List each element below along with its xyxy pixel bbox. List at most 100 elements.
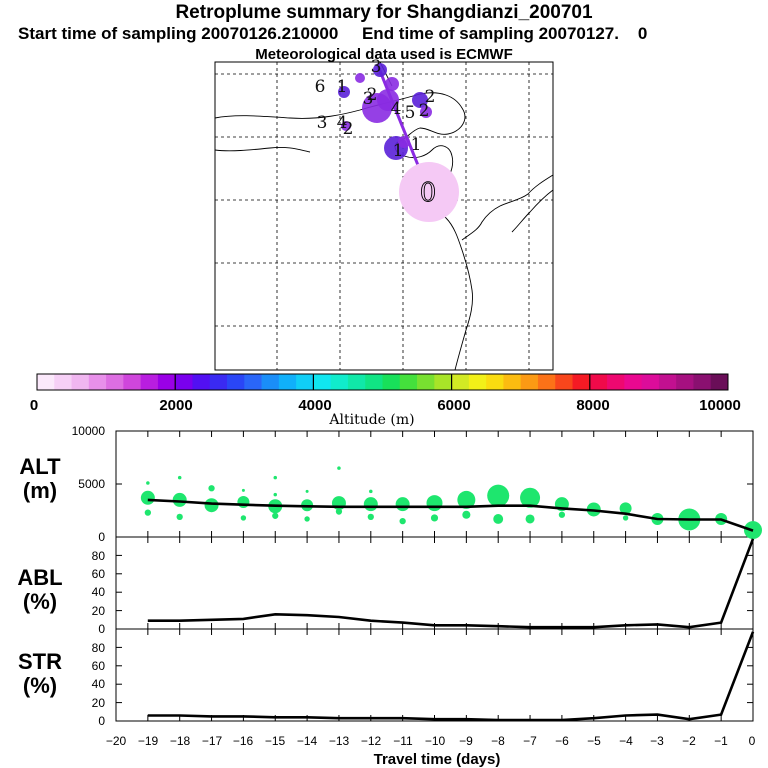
- alt-cluster-dot: [237, 496, 250, 509]
- x-tick-label: −14: [297, 734, 318, 748]
- str-panel-frame: [115, 628, 754, 722]
- x-tick-label: −12: [361, 734, 382, 748]
- str-ytick: 40: [92, 677, 106, 691]
- cluster-blob: [341, 121, 351, 131]
- abl-series-line: [147, 538, 755, 629]
- colorbar-swatch: [417, 374, 435, 390]
- colorbar-swatch: [37, 374, 55, 390]
- colorbar-swatch: [278, 374, 297, 390]
- str-label-line2: (%): [22, 673, 58, 698]
- colorbar-swatch: [572, 374, 591, 390]
- alt-cluster-dot: [140, 490, 155, 505]
- alt-ytick: 10000: [72, 424, 106, 438]
- sampling-end: End time of sampling 20070127.: [361, 24, 619, 43]
- alt-cluster-dot: [525, 514, 535, 524]
- str-panel-label: STR (%): [0, 650, 80, 698]
- colorbar-swatch: [693, 374, 712, 390]
- cluster-blob: [385, 77, 399, 91]
- cluster-blob: [420, 106, 432, 118]
- trajectory-map: 0 123 4 56 13 4 232 21: [214, 57, 554, 371]
- alt-cluster-dot: [305, 489, 309, 493]
- alt-cluster-dot: [399, 517, 406, 525]
- colorbar-swatch: [624, 374, 643, 390]
- map-frame: [214, 61, 554, 371]
- alt-cluster-dot: [273, 475, 277, 480]
- x-tick-label: −1: [714, 734, 728, 748]
- colorbar-swatch: [658, 374, 677, 390]
- cluster-markers: 123 4 56 13 4 232 21: [315, 57, 436, 161]
- colorbar-tick: 8000: [576, 397, 609, 414]
- cluster-blob: [398, 136, 410, 148]
- alt-cluster-dots: [140, 466, 762, 540]
- str-ytick: 20: [92, 696, 106, 710]
- colorbar-swatch: [468, 374, 487, 390]
- colorbar-swatch: [486, 374, 504, 390]
- x-tick-label: −13: [329, 734, 350, 748]
- colorbar-swatch: [676, 374, 694, 390]
- alt-cluster-dot: [462, 510, 471, 519]
- colorbar-swatch: [140, 374, 159, 390]
- colorbar-swatch: [227, 374, 245, 390]
- alt-cluster-dot: [272, 512, 279, 519]
- colorbar-tick: 6000: [437, 397, 470, 414]
- y-tick-labels: 10000 5000 0 80 60 40 20 0 80 60 40 20 0: [72, 424, 106, 728]
- colorbar-swatch: [399, 374, 418, 390]
- colorbar-swatch: [296, 374, 314, 390]
- colorbar-tick: 2000: [159, 397, 192, 414]
- cluster-label: 3: [317, 113, 328, 133]
- alt-cluster-dot: [240, 515, 247, 521]
- alt-cluster-dot: [172, 492, 187, 507]
- colorbar-swatch: [330, 374, 349, 390]
- colorbar-swatch: [123, 374, 142, 390]
- cluster-blob: [377, 89, 399, 111]
- alt-cluster-dot: [369, 489, 373, 494]
- alt-cluster-dot: [558, 511, 566, 518]
- colorbar-tick: 10000: [699, 397, 741, 414]
- cluster-label: 3: [363, 89, 374, 109]
- alt-label-line1: ALT: [19, 454, 61, 479]
- colorbar-frame: [36, 373, 729, 391]
- str-ytick: 0: [98, 714, 105, 728]
- colorbar-swatch: [555, 374, 573, 390]
- colorbar-swatch: [589, 374, 608, 390]
- alt-panel-label: ALT (m): [0, 455, 80, 503]
- alt-cluster-dot: [204, 498, 219, 513]
- x-tick-label: −20: [106, 734, 127, 748]
- alt-cluster-dot: [363, 497, 378, 512]
- colorbar-swatch: [244, 374, 262, 390]
- abl-ytick: 60: [92, 567, 106, 581]
- x-tick-label: −8: [491, 734, 505, 748]
- cluster-blob: [412, 92, 428, 108]
- colorbar-swatch: [710, 374, 729, 390]
- x-tick-label: −10: [425, 734, 446, 748]
- altitude-colorbar: [36, 373, 729, 391]
- cluster-label: 1: [393, 141, 404, 161]
- colorbar-swatch: [71, 374, 90, 390]
- colorbar-swatch: [192, 374, 211, 390]
- colorbar-swatch: [365, 374, 383, 390]
- cluster-blob: [355, 73, 365, 83]
- colorbar-tick: 4000: [298, 397, 331, 414]
- alt-cluster-dot: [426, 495, 443, 512]
- cluster-label: 1: [337, 77, 348, 97]
- series-lines: [147, 498, 755, 722]
- alt-cluster-dot: [337, 466, 341, 470]
- x-tick-label: −2: [682, 734, 696, 748]
- x-tick-label: −15: [265, 734, 286, 748]
- colorbar-swatch: [451, 374, 470, 390]
- x-axis-label: Travel time (days): [374, 751, 501, 768]
- x-tick-label: −19: [138, 734, 159, 748]
- abl-label-line2: (%): [22, 589, 58, 614]
- axis-ticks: [115, 430, 754, 722]
- sampling-end-suffix: 0: [637, 24, 648, 43]
- str-ytick: 60: [92, 659, 106, 673]
- colorbar-swatch: [537, 374, 556, 390]
- colorbar-tick: 0: [30, 397, 38, 414]
- cluster-label: 2: [343, 119, 354, 139]
- alt-cluster-dot: [177, 475, 182, 480]
- abl-panel-frame: [115, 536, 754, 630]
- chart-title: Retroplume summary for Shangdianzi_20070…: [175, 2, 593, 23]
- met-data-note: Meteorological data used is ECMWF: [255, 46, 513, 63]
- sampling-times: Start time of sampling 20070126.210000 E…: [18, 24, 647, 44]
- x-tick-label: −16: [233, 734, 254, 748]
